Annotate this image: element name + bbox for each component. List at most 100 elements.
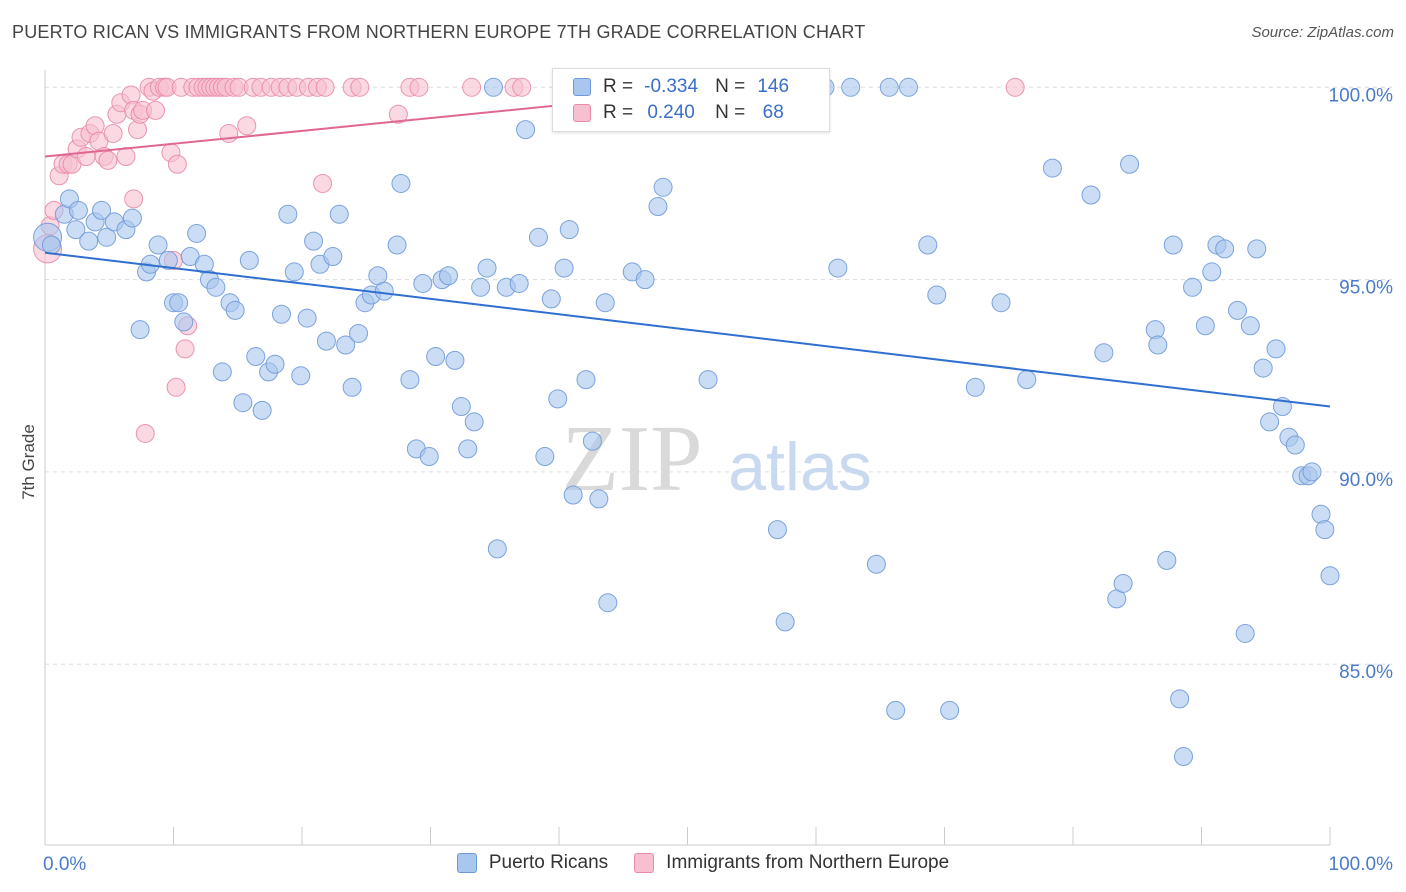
point-puerto-rican xyxy=(541,289,561,309)
point-puerto-rican xyxy=(316,331,336,351)
legend-r-value: -0.334 xyxy=(644,76,699,97)
point-puerto-rican xyxy=(866,554,886,574)
trend-line-northern-europe xyxy=(44,101,585,158)
point-puerto-rican xyxy=(1183,277,1203,297)
legend-r-label: R = xyxy=(603,76,634,97)
point-puerto-rican xyxy=(122,208,142,228)
point-puerto-rican xyxy=(589,489,609,509)
point-puerto-rican xyxy=(323,247,343,267)
point-puerto-rican xyxy=(595,293,615,313)
point-northern-europe xyxy=(146,100,166,120)
point-puerto-rican xyxy=(336,335,356,355)
point-puerto-rican xyxy=(252,400,272,420)
point-puerto-rican xyxy=(284,262,304,282)
trend-lines xyxy=(44,101,1331,408)
point-puerto-rican xyxy=(464,412,484,432)
axes xyxy=(44,70,1331,846)
point-northern-europe xyxy=(315,77,335,97)
gridlines xyxy=(45,86,1392,665)
point-puerto-rican xyxy=(554,258,574,278)
point-puerto-rican xyxy=(41,235,61,255)
point-northern-europe xyxy=(237,116,257,136)
point-puerto-rican xyxy=(451,397,471,417)
point-puerto-rican xyxy=(698,370,718,390)
point-puerto-rican xyxy=(886,700,906,720)
stats-legend: R = -0.334 N = 146 R = 0.240 N = 68 xyxy=(552,68,830,132)
point-puerto-rican xyxy=(899,77,919,97)
point-puerto-rican xyxy=(342,377,362,397)
point-puerto-rican xyxy=(304,231,324,251)
point-puerto-rican xyxy=(387,235,407,255)
point-puerto-rican xyxy=(1315,520,1335,540)
point-puerto-rican xyxy=(918,235,938,255)
point-puerto-rican xyxy=(297,308,317,328)
point-northern-europe xyxy=(313,173,333,193)
point-puerto-rican xyxy=(445,350,465,370)
point-puerto-rican xyxy=(329,204,349,224)
legend-n-value: 68 xyxy=(762,102,784,123)
point-puerto-rican xyxy=(174,312,194,332)
point-puerto-rican xyxy=(559,220,579,240)
point-puerto-rican xyxy=(1320,566,1340,586)
point-northern-europe xyxy=(116,147,136,167)
legend-swatch-blue xyxy=(573,78,591,96)
series-puerto-ricans xyxy=(33,77,1340,767)
point-puerto-rican xyxy=(438,266,458,286)
point-puerto-rican xyxy=(187,223,207,243)
point-northern-europe xyxy=(98,150,118,170)
legend-swatch-pink xyxy=(573,104,591,122)
point-puerto-rican xyxy=(349,323,369,343)
point-puerto-rican xyxy=(265,354,285,374)
point-puerto-rican xyxy=(767,520,787,540)
point-puerto-rican xyxy=(79,231,99,251)
point-puerto-rican xyxy=(1163,235,1183,255)
point-puerto-rican xyxy=(206,277,226,297)
point-puerto-rican xyxy=(535,447,555,467)
legend-item-immigrants[interactable]: Immigrants from Northern Europe xyxy=(634,852,949,874)
legend-label: Puerto Ricans xyxy=(488,852,609,873)
legend-r-label: R = xyxy=(603,102,634,123)
point-puerto-rican xyxy=(1148,335,1168,355)
point-puerto-rican xyxy=(1285,435,1305,455)
point-puerto-rican xyxy=(1170,689,1190,709)
point-puerto-rican xyxy=(1081,185,1101,205)
point-puerto-rican xyxy=(477,258,497,278)
point-puerto-rican xyxy=(1157,550,1177,570)
point-puerto-rican xyxy=(471,277,491,297)
point-puerto-rican xyxy=(1302,462,1322,482)
point-puerto-rican xyxy=(169,293,189,313)
point-puerto-rican xyxy=(158,250,178,270)
point-puerto-rican xyxy=(1094,343,1114,363)
point-northern-europe xyxy=(350,77,370,97)
point-northern-europe xyxy=(409,77,429,97)
legend-n-label: N = xyxy=(715,76,746,97)
point-northern-europe xyxy=(76,147,96,167)
point-puerto-rican xyxy=(426,347,446,367)
watermark-atlas: atlas xyxy=(728,429,872,505)
point-puerto-rican xyxy=(413,273,433,293)
point-puerto-rican xyxy=(576,370,596,390)
point-puerto-rican xyxy=(582,431,602,451)
watermark-zip: ZIP xyxy=(562,407,703,511)
point-puerto-rican xyxy=(291,366,311,386)
source-credit: Source: ZipAtlas.com xyxy=(1251,24,1394,41)
x-tick-label: 0.0% xyxy=(43,854,86,875)
point-puerto-rican xyxy=(1247,239,1267,259)
chart-title: PUERTO RICAN VS IMMIGRANTS FROM NORTHERN… xyxy=(12,22,866,42)
point-puerto-rican xyxy=(1042,158,1062,178)
point-puerto-rican xyxy=(1235,623,1255,643)
point-puerto-rican xyxy=(528,227,548,247)
legend-swatch-blue xyxy=(456,853,477,873)
point-puerto-rican xyxy=(483,77,503,97)
point-puerto-rican xyxy=(391,173,411,193)
point-northern-europe xyxy=(512,77,532,97)
legend-item-puerto-ricans[interactable]: Puerto Ricans xyxy=(456,852,609,874)
point-puerto-rican xyxy=(1260,412,1280,432)
legend-r-value: 0.240 xyxy=(647,102,695,123)
point-puerto-rican xyxy=(653,177,673,197)
point-puerto-rican xyxy=(278,204,298,224)
point-puerto-rican xyxy=(239,250,259,270)
point-puerto-rican xyxy=(400,370,420,390)
point-puerto-rican xyxy=(548,389,568,409)
point-puerto-rican xyxy=(1174,747,1194,767)
